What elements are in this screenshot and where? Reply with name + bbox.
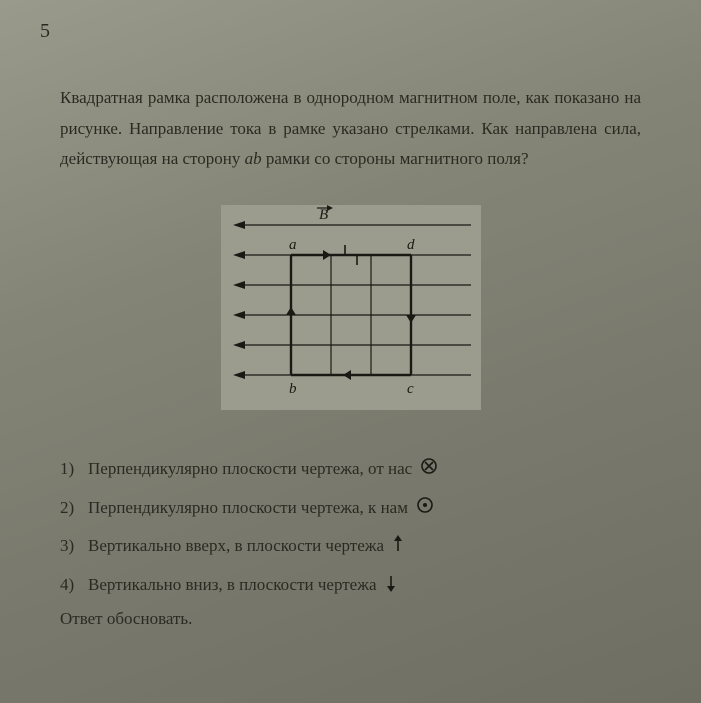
question-number: 5 — [40, 20, 641, 43]
option-text: Перпендикулярно плоскости чертежа, от на… — [88, 459, 412, 478]
option-3: 3)Вертикально вверх, в плоскости чертежа — [60, 527, 641, 566]
option-number: 2) — [60, 489, 88, 526]
diagram-container: Ba d b c — [60, 205, 641, 410]
footer-instruction: Ответ обосновать. — [60, 609, 641, 629]
option-4: 4)Вертикально вниз, в плоскости чертежа — [60, 566, 641, 605]
svg-text:d: d — [407, 237, 415, 253]
option-number: 1) — [60, 450, 88, 487]
up-icon — [392, 529, 404, 566]
svg-text:b: b — [289, 381, 297, 397]
option-text: Вертикально вниз, в плоскости чертежа — [88, 575, 377, 594]
svg-text:c: c — [407, 381, 414, 397]
svg-text:a: a — [289, 237, 297, 253]
into-icon — [420, 451, 438, 488]
option-number: 4) — [60, 566, 88, 603]
problem-statement: Квадратная рамка расположена в однородно… — [60, 83, 641, 175]
option-1: 1)Перпендикулярно плоскости чертежа, от … — [60, 450, 641, 489]
option-text: Перпендикулярно плоскости чертежа, к нам — [88, 498, 408, 517]
svg-text:B: B — [319, 207, 328, 223]
option-text: Вертикально вверх, в плоскости чертежа — [88, 536, 384, 555]
page: 5 Квадратная рамка расположена в однород… — [0, 0, 701, 703]
option-2: 2)Перпендикулярно плоскости чертежа, к н… — [60, 489, 641, 528]
option-number: 3) — [60, 527, 88, 564]
out-icon — [416, 490, 434, 527]
diagram: Ba d b c — [221, 205, 481, 410]
answer-options: 1)Перпендикулярно плоскости чертежа, от … — [60, 450, 641, 605]
down-icon — [385, 568, 397, 605]
